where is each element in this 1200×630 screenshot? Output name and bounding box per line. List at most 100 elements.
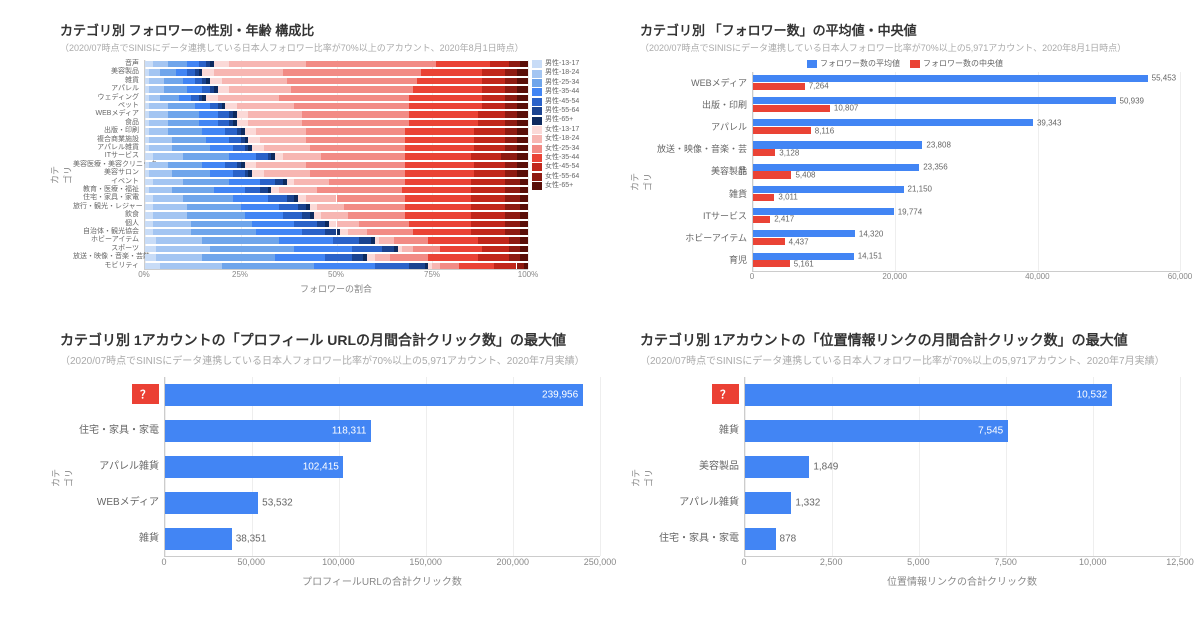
chart1-segment: [390, 254, 428, 260]
chart1-segment: [367, 229, 413, 235]
chart1-segment: [520, 254, 528, 260]
chart-profile-url-clicks: カテゴリ別 1アカウントの「プロフィール URLの月間合計クリック数」の最大値 …: [60, 330, 600, 610]
chart1-segment: [325, 254, 352, 260]
chart1-segment: [248, 120, 302, 126]
chart1-segment: [168, 162, 202, 168]
chart1-segment: [436, 61, 490, 67]
chart2-bar-mean: [753, 97, 1116, 104]
chart1-segment: [187, 86, 202, 92]
chart1-segment: [287, 195, 295, 201]
chart2-category-label: ITサービス: [653, 205, 753, 227]
chart1-segment: [229, 153, 256, 159]
chart1-segment: [302, 120, 409, 126]
chart1-segment: [287, 78, 417, 84]
bar: [745, 528, 776, 550]
chart1-segment: [517, 78, 528, 84]
chart1-segment: [260, 137, 306, 143]
chart1-segment: [501, 153, 516, 159]
chart1-segment: [505, 95, 516, 101]
bar-category-label: 美容製品: [655, 449, 745, 485]
chart-follower-mean-median: カテゴリ別 「フォロワー数」の平均値・中央値 （2020/07時点でSINISに…: [640, 20, 1180, 300]
chart1-segment: [202, 86, 210, 92]
chart1-segment: [187, 212, 244, 218]
chart1-segment: [252, 221, 294, 227]
chart1-segment: [183, 179, 229, 185]
chart2-bar-median: [753, 149, 775, 156]
chart1-segment: [260, 179, 275, 185]
chart1-segment: [153, 221, 191, 227]
chart1-segment: [176, 69, 187, 75]
chart1-segment: [509, 246, 520, 252]
chart1-segment: [482, 78, 505, 84]
chart1-segment: [245, 187, 260, 193]
chart2-bar-median: [753, 127, 811, 134]
chart2-category-label: WEBメディア: [653, 72, 753, 94]
bar-category-label: 雑貨: [75, 521, 165, 557]
bar-category-label: 雑貨: [655, 413, 745, 449]
chart1-segment: [149, 78, 164, 84]
chart1-segment: [237, 103, 294, 109]
chart1-segment: [264, 145, 310, 151]
chart1-category-label: ホビーアイテム: [73, 236, 145, 244]
chart1-segment: [317, 187, 401, 193]
chart1-segment: [405, 212, 470, 218]
chart2-category-label: 雑貨: [653, 183, 753, 205]
chart1-segment: [252, 170, 263, 176]
chart2-bar-median: [753, 171, 791, 178]
chart1-segment: [509, 237, 520, 243]
chart1-segment: [183, 78, 194, 84]
chart1-segment: [409, 221, 470, 227]
chart1-segment: [153, 229, 191, 235]
chart1-category-label: スポーツ: [73, 245, 145, 253]
chart1-segment: [344, 204, 405, 210]
chart1-segment: [187, 204, 241, 210]
chart1-segment: [505, 78, 516, 84]
chart1-segment: [520, 212, 528, 218]
chart1-segment: [248, 137, 259, 143]
chart1-segment: [210, 170, 233, 176]
mystery-category-badge: ？: [132, 384, 159, 404]
chart1-segment: [505, 120, 516, 126]
chart1-segment: [402, 246, 413, 252]
chart1-segment: [294, 179, 328, 185]
chart1-category-label: 美容製品: [73, 68, 145, 76]
chart2-category-label: 育児: [653, 249, 753, 271]
chart1-segment: [168, 120, 199, 126]
chart1-segment: [306, 137, 406, 143]
chart1-legend: 男性-13-17男性-18-24男性-25-34男性-35-44男性-45-54…: [532, 60, 600, 295]
chart1-segment: [471, 153, 502, 159]
chart1-segment: [245, 162, 256, 168]
chart1-segment: [149, 111, 168, 117]
chart2-category-label: アパレル: [653, 116, 753, 138]
chart-stacked-demographics: カテゴリ別 フォロワーの性別・年齢 構成比 （2020/07時点でSINISにデ…: [60, 20, 600, 300]
chart1-category-label: イベント: [73, 178, 145, 186]
chart1-segment: [494, 263, 517, 269]
chart1-segment: [517, 263, 525, 269]
chart1-segment: [271, 187, 279, 193]
chart1-segment: [210, 145, 233, 151]
chart2-bar-median: [753, 194, 774, 201]
chart1-segment: [405, 137, 474, 143]
chart1-segment: [191, 95, 199, 101]
chart1-category-label: 美容サロン: [73, 169, 145, 177]
chart1-segment: [206, 137, 229, 143]
chart1-segment: [160, 263, 221, 269]
chart1-segment: [405, 170, 474, 176]
chart1-segment: [149, 86, 164, 92]
chart1-segment: [482, 69, 505, 75]
chart1-segment: [195, 103, 210, 109]
chart1-segment: [505, 221, 520, 227]
chart1-segment: [352, 254, 363, 260]
chart1-category-label: 旅行・観光・レジャー: [73, 203, 145, 211]
chart1-segment: [298, 195, 306, 201]
chart2-bar-median: [753, 260, 790, 267]
chart1-segment: [310, 204, 318, 210]
chart1-segment: [505, 179, 520, 185]
chart1-segment: [214, 187, 245, 193]
chart1-segment: [471, 229, 505, 235]
chart1-category-label: 住宅・家具・家電: [73, 194, 145, 202]
chart1-segment: [256, 162, 306, 168]
chart1-segment: [509, 254, 520, 260]
chart1-segment: [306, 128, 406, 134]
chart1-segment: [302, 229, 325, 235]
